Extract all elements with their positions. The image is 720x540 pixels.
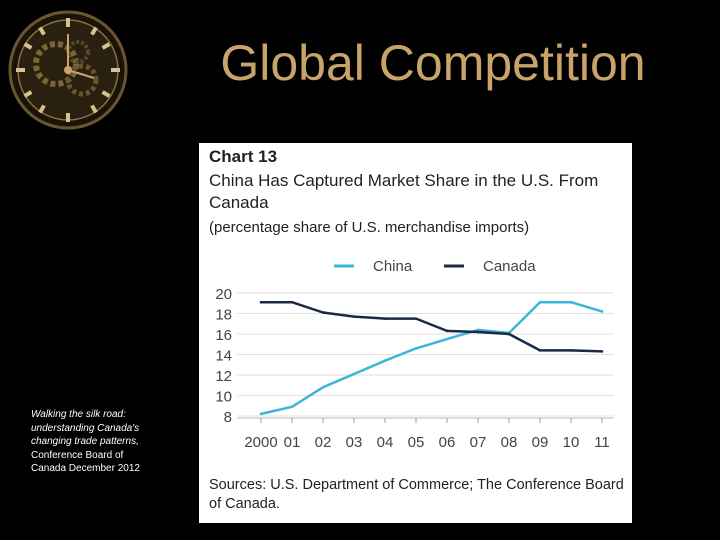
chart-panel: Chart 13 China Has Captured Market Share…	[199, 143, 632, 523]
data-point-canada	[569, 349, 573, 352]
data-point-china	[259, 412, 263, 416]
data-point-china	[445, 337, 449, 341]
x-tick-label: 06	[439, 434, 456, 451]
data-point-china	[290, 405, 294, 409]
data-point-canada	[352, 315, 356, 318]
x-tick-label: 09	[532, 434, 549, 451]
chart-plot: 20 18 16 14 12 10 8 2000 01 02 03 04 05 06 07 08 09 10 11 C…	[215, 258, 614, 451]
y-tick-label: 14	[215, 348, 232, 365]
data-point-canada	[476, 330, 480, 334]
data-point-canada	[445, 329, 449, 333]
data-point-canada	[538, 349, 542, 352]
y-tick-label: 20	[215, 286, 232, 303]
data-point-china	[321, 386, 325, 389]
data-point-china	[352, 372, 356, 376]
x-tick-label: 08	[501, 434, 518, 451]
x-tick-label: 02	[315, 434, 332, 451]
legend-label-china: China	[373, 258, 413, 275]
chart-source: Sources: U.S. Department of Commerce; Th…	[209, 477, 624, 512]
x-tick-label: 01	[284, 434, 301, 451]
x-tick-label: 2000	[244, 434, 277, 451]
x-tick-label: 07	[470, 434, 487, 451]
y-tick-label: 12	[215, 368, 232, 385]
data-point-china	[569, 300, 573, 304]
data-point-canada	[507, 332, 511, 336]
data-point-china	[600, 310, 604, 313]
slide-title: Global Competition	[220, 35, 646, 91]
chart-number: Chart 13	[209, 147, 278, 166]
citation-title: Walking the silk road: understanding Can…	[31, 409, 140, 448]
data-point-china	[383, 359, 387, 362]
data-point-canada	[383, 317, 387, 320]
data-point-canada	[259, 300, 263, 304]
data-point-china	[476, 328, 480, 332]
x-tick-label: 03	[346, 434, 363, 451]
series-line-china	[260, 300, 603, 416]
data-point-canada	[290, 300, 294, 304]
data-point-canada	[414, 317, 418, 320]
x-tick-label: 11	[594, 434, 610, 451]
citation-publisher: Conference Board of Canada December 2012	[31, 449, 140, 475]
x-tick-label: 10	[563, 434, 580, 451]
x-tick-label: 05	[408, 434, 425, 451]
chart-title: China Has Captured Market Share in the U…	[209, 171, 599, 212]
data-point-canada	[321, 311, 325, 314]
y-tick-label: 16	[215, 327, 232, 344]
x-tick-label: 04	[377, 434, 394, 451]
data-point-china	[538, 300, 542, 304]
y-tick-label: 10	[215, 389, 232, 406]
series-line-canada	[261, 300, 603, 353]
data-point-china	[414, 347, 418, 350]
citation: Walking the silk road: understanding Can…	[31, 408, 151, 476]
legend-label-canada: Canada	[483, 258, 536, 275]
data-point-canada	[600, 350, 604, 353]
chart-subtitle: (percentage share of U.S. merchandise im…	[209, 219, 530, 236]
y-tick-label: 8	[224, 409, 232, 426]
y-tick-label: 18	[215, 307, 232, 324]
clock-gears-logo	[8, 10, 128, 130]
